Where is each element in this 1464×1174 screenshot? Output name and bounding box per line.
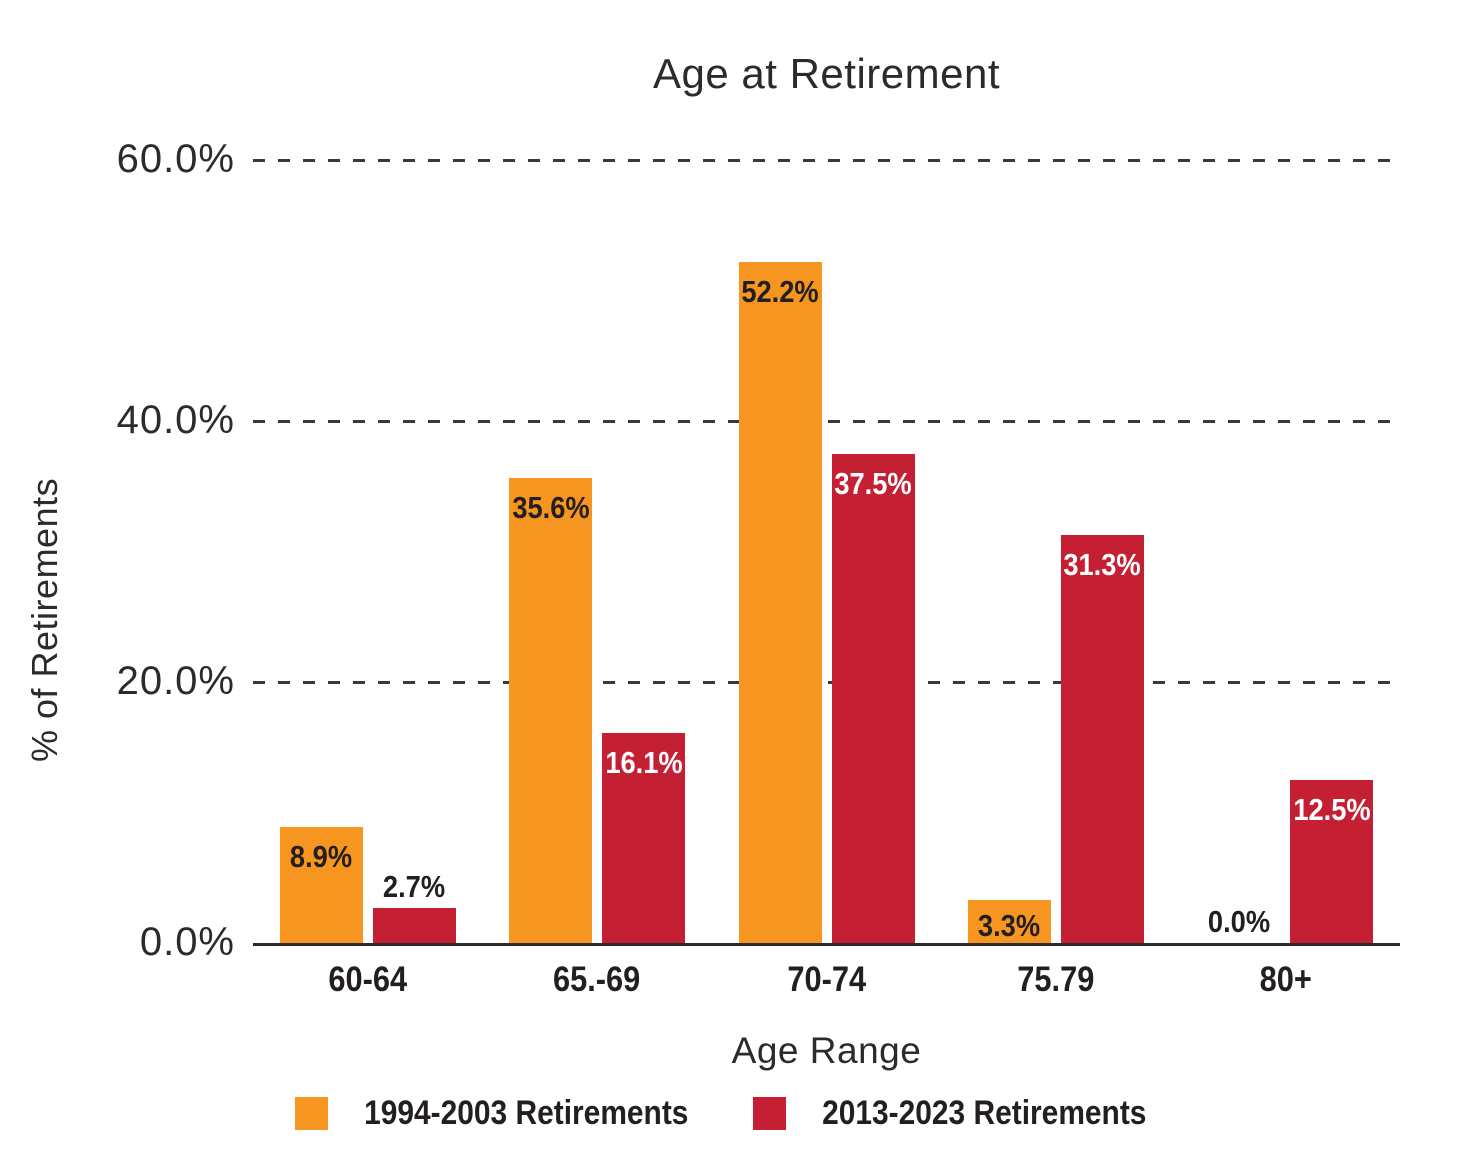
bar-value-label: 31.3% [1063, 546, 1142, 582]
bar-value-label: 3.3% [978, 908, 1041, 943]
legend-label: 1994-2003 Retirements [364, 1094, 689, 1132]
bar [738, 261, 822, 943]
bar-value-label: 2.7% [383, 868, 446, 904]
bar-value-label: 35.6% [511, 490, 590, 526]
bar [279, 826, 363, 943]
bar-value-label: 0.0% [1207, 904, 1270, 939]
bar [967, 899, 1051, 943]
bar-group: 52.2% 37.5% [712, 160, 941, 943]
bar-groups: 8.9% 2.7% 35.6% 16.1% 52.2% 37.5% 3.3% 31.3% 0.0… [253, 160, 1400, 943]
bar-slot: 37.5% [831, 160, 915, 943]
bar-value-label: 16.1% [604, 744, 683, 780]
y-tick-label: 60.0% [116, 137, 235, 181]
y-tick-label: 20.0% [116, 659, 235, 703]
x-axis-line [253, 943, 1400, 946]
y-tick-label: 40.0% [116, 398, 235, 442]
x-category-label: 75.79 [1017, 960, 1095, 999]
y-axis-tick-labels: 0.0% 20.0% 40.0% 60.0% [0, 137, 235, 964]
bar-slot: 31.3% [1060, 160, 1144, 943]
x-category-labels: 60-64 65.-69 70-74 75.79 80+ [253, 960, 1400, 1000]
x-category-label: 65.-69 [553, 960, 641, 999]
legend-swatch [753, 1096, 786, 1130]
bar [602, 732, 686, 943]
gridline [253, 419, 1400, 423]
x-category-label: 80+ [1259, 960, 1312, 999]
bar-group: 3.3% 31.3% [941, 160, 1170, 943]
legend-item: 1994-2003 Retirements [295, 1096, 711, 1130]
bar [509, 478, 593, 943]
bar-slot: 12.5% [1290, 160, 1374, 943]
bar [372, 907, 456, 943]
bar-slot: 35.6% [509, 160, 593, 943]
bar-value-label: 8.9% [290, 838, 353, 874]
legend-item: 2013-2023 Retirements [753, 1096, 1169, 1130]
bar-value-label: 12.5% [1293, 791, 1371, 827]
bar [1060, 534, 1144, 943]
bar-slot: 3.3% [967, 160, 1051, 943]
y-tick-label: 0.0% [139, 920, 235, 964]
bar-group: 8.9% 2.7% [253, 160, 482, 943]
bar-slot: 16.1% [602, 160, 686, 943]
bar-slot: 52.2% [738, 160, 822, 943]
plot-area: 8.9% 2.7% 35.6% 16.1% 52.2% 37.5% 3.3% 31.3% 0.0… [253, 158, 1400, 946]
x-category-label: 70-74 [787, 960, 866, 999]
bar-slot: 8.9% [279, 160, 363, 943]
legend: 1994-2003 Retirements 2013-2023 Retiremen… [0, 1096, 1464, 1130]
bar-value-label: 52.2% [741, 273, 819, 309]
bar-slot: 0.0% [1197, 160, 1280, 943]
bar [831, 453, 915, 943]
bar [1290, 779, 1374, 943]
gridline [253, 158, 1400, 162]
bar-slot: 2.7% [372, 160, 456, 943]
bar-group: 0.0% 12.5% [1171, 160, 1400, 943]
x-axis-title: Age Range [731, 1030, 922, 1071]
x-category-label: 60-64 [328, 960, 408, 999]
gridline [253, 680, 1400, 684]
legend-label: 2013-2023 Retirements [822, 1094, 1147, 1132]
bar-value-label: 37.5% [834, 465, 912, 501]
bar-group: 35.6% 16.1% [482, 160, 711, 943]
chart-title: Age at Retirement [652, 50, 1000, 97]
legend-swatch [295, 1096, 329, 1130]
